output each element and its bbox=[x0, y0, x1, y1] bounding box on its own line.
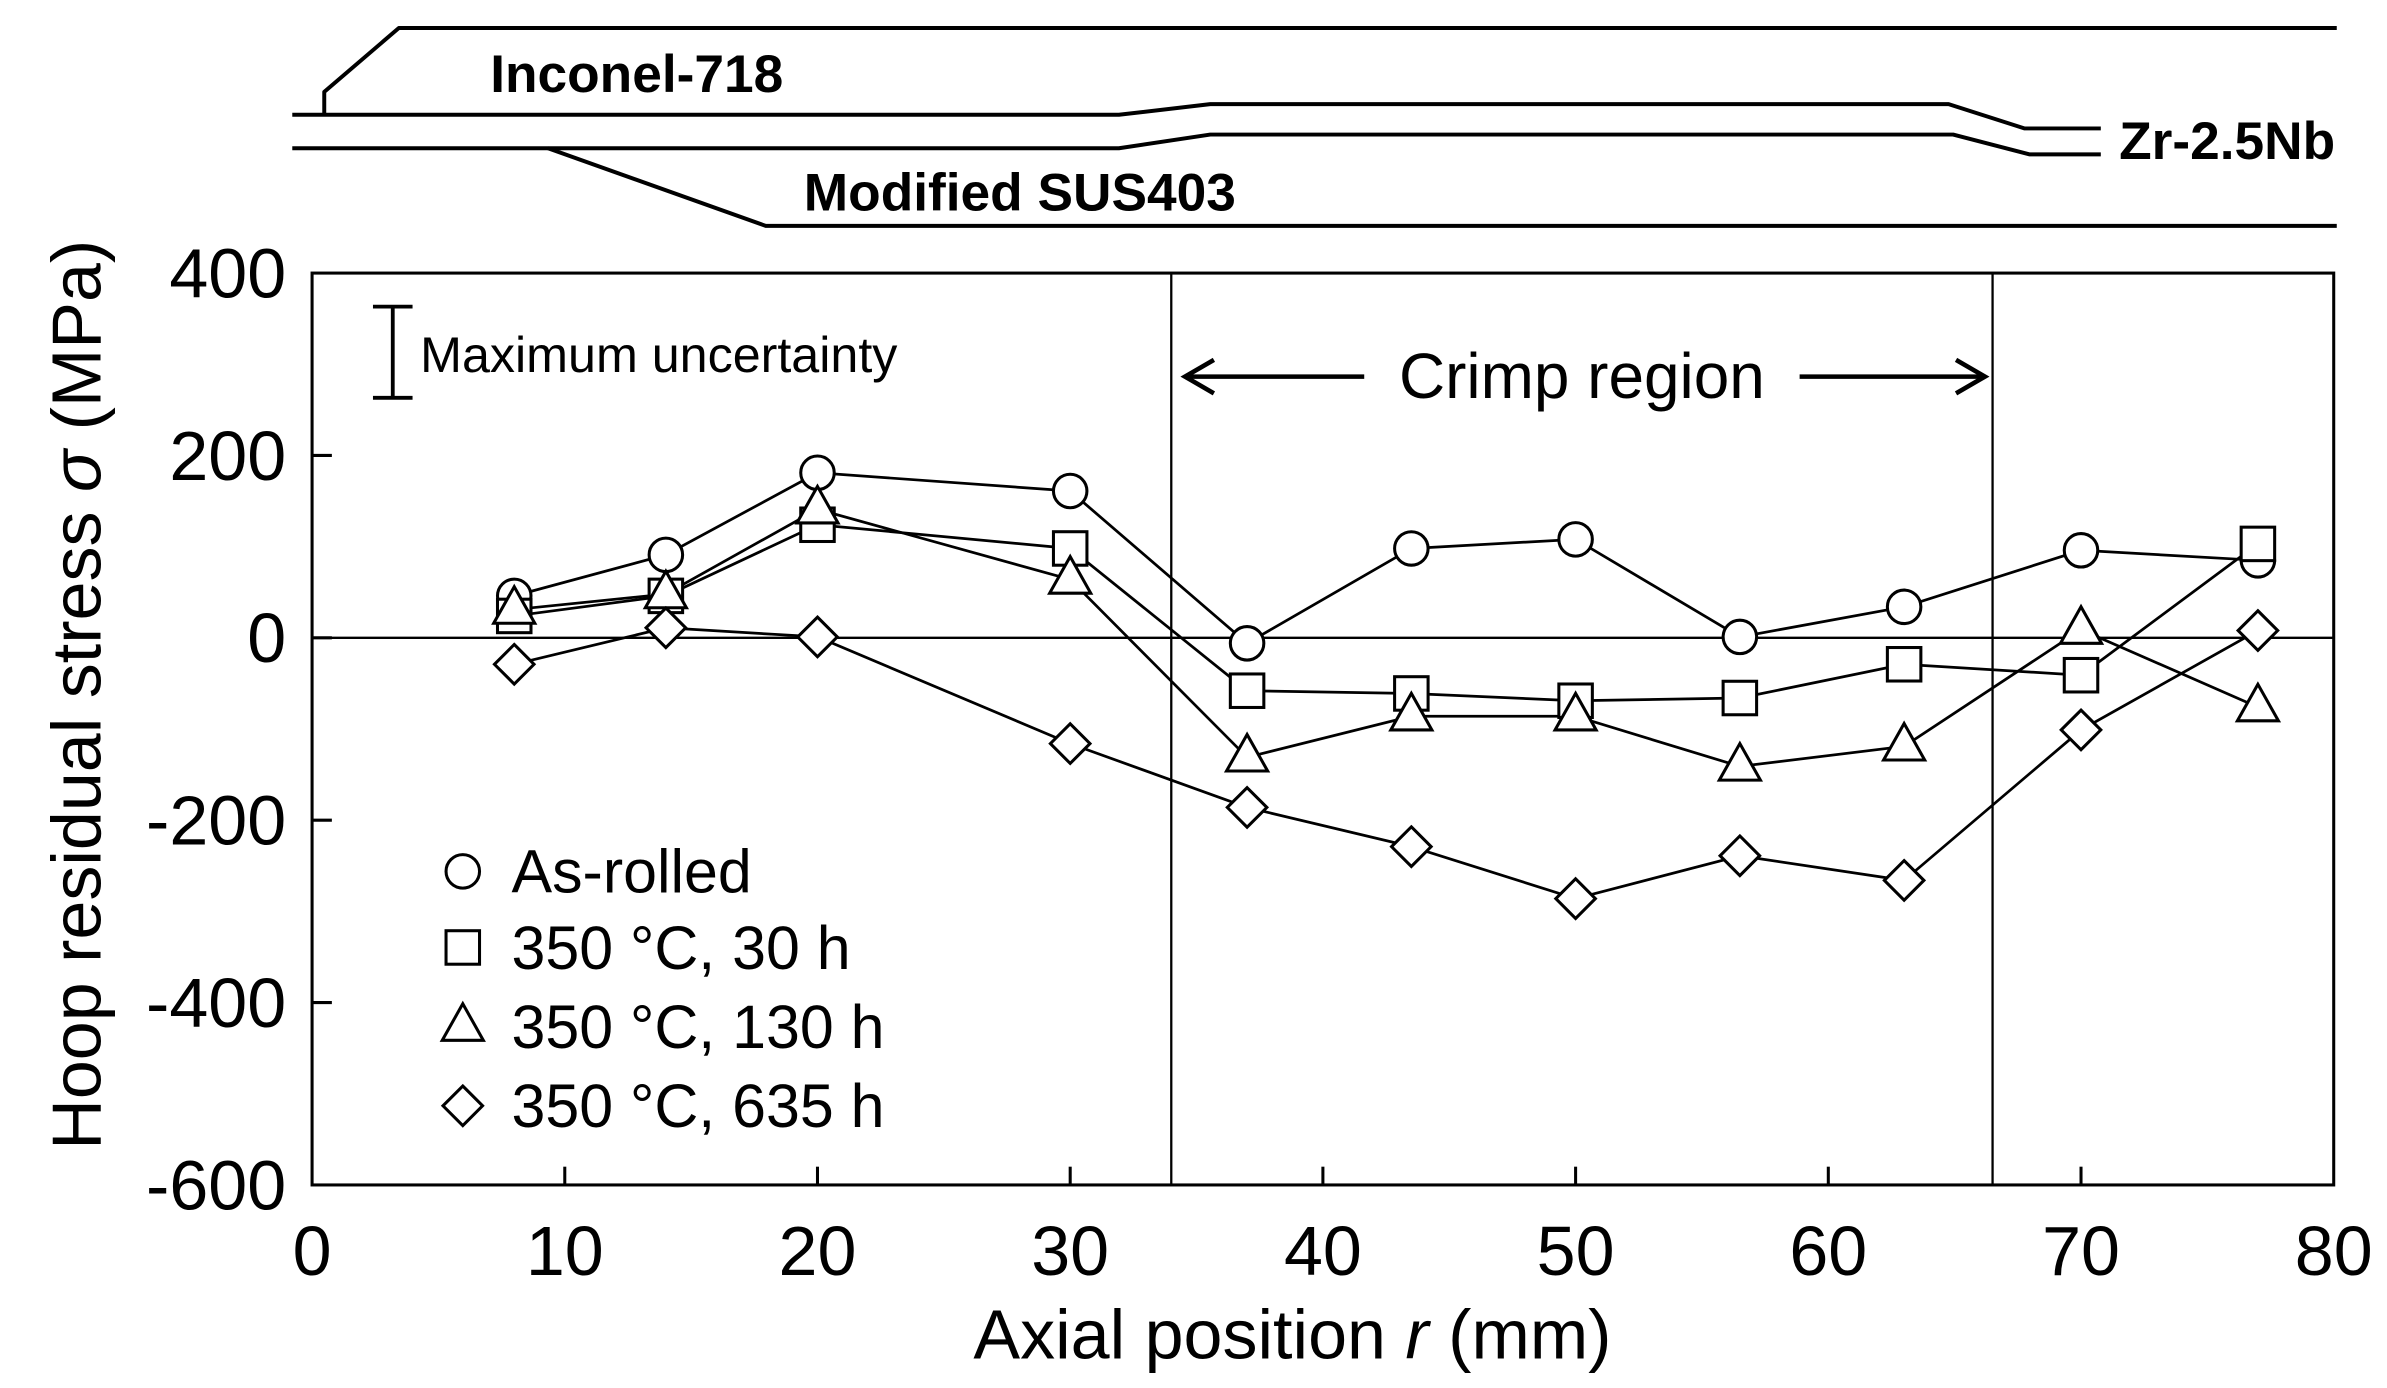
marker-350-c-635-h-x8 bbox=[492, 642, 537, 687]
crimp-arrow-left-head bbox=[1180, 357, 1216, 396]
legend-marker-as-rolled bbox=[444, 853, 482, 890]
inconel-label: Inconel-718 bbox=[490, 45, 783, 104]
marker-350-c-635-h-x63 bbox=[1882, 858, 1927, 903]
legend-marker-350-c-130-h bbox=[439, 1000, 486, 1042]
series-line-350-c-30-h bbox=[514, 523, 2259, 703]
crimp-region-label: Crimp region bbox=[1399, 340, 1765, 412]
inconel-outer-contour bbox=[322, 26, 2337, 115]
marker-350-c-30-h-x77 bbox=[2239, 525, 2277, 563]
x-tick-label-80: 80 bbox=[2295, 1212, 2373, 1290]
y-tick-label-200: 200 bbox=[169, 417, 286, 495]
x-tick-label-20: 20 bbox=[779, 1212, 857, 1290]
legend-marker-350-c-30-h bbox=[444, 929, 482, 966]
marker-350-c-635-h-x50 bbox=[1553, 876, 1598, 921]
marker-350-c-130-h-x70 bbox=[2057, 603, 2105, 645]
marker-350-c-130-h-x56-5 bbox=[1716, 740, 1764, 782]
x-tick-label-30: 30 bbox=[1031, 1212, 1109, 1290]
x-axis-variable: r bbox=[1405, 1295, 1431, 1373]
chart: 0 10 20 30 40 50 60 70 80 400 200 0 -200 -400 -600 Axi… bbox=[37, 234, 2372, 1373]
marker-350-c-635-h-x43-5 bbox=[1389, 824, 1434, 869]
marker-350-c-635-h-x30 bbox=[1048, 721, 1093, 766]
x-tick-label-40: 40 bbox=[1284, 1212, 1362, 1290]
legend-marker-350-c-635-h bbox=[440, 1083, 485, 1128]
marker-350-c-130-h-x63 bbox=[1880, 720, 1928, 762]
marker-as-rolled-x50 bbox=[1557, 521, 1594, 558]
marker-350-c-635-h-x56-5 bbox=[1717, 833, 1762, 878]
marker-as-rolled-x43-5 bbox=[1393, 530, 1430, 567]
y-tick-label-minus-400: -400 bbox=[146, 964, 286, 1042]
x-tick-label-70: 70 bbox=[2042, 1212, 2120, 1290]
marker-350-c-130-h-x50 bbox=[1552, 690, 1599, 732]
tube-schematic: Inconel-718 Zr-2.5Nb Modified SUS403 bbox=[292, 26, 2337, 228]
marker-as-rolled-x70 bbox=[2062, 532, 2100, 569]
marker-350-c-30-h-x70 bbox=[2062, 656, 2100, 694]
x-axis-unit: (mm) bbox=[1429, 1295, 1612, 1373]
x-axis-label: Axial position r (mm) bbox=[973, 1295, 1611, 1373]
legend-label-350c-30h: 350 °C, 30 h bbox=[511, 914, 850, 982]
marker-350-c-30-h-x63 bbox=[1885, 646, 1923, 683]
x-tick-label-50: 50 bbox=[1537, 1212, 1615, 1290]
marker-350-c-130-h-x77 bbox=[2234, 681, 2282, 723]
series-lines bbox=[513, 471, 2259, 901]
max-uncertainty-annotation: Maximum uncertainty bbox=[372, 304, 898, 400]
axis-tick-labels: 0 10 20 30 40 50 60 70 80 400 200 0 -200 -400 -600 bbox=[146, 234, 2373, 1289]
marker-350-c-130-h-x20 bbox=[794, 483, 841, 525]
y-axis-unit: (MPa) bbox=[37, 240, 115, 450]
x-tick-label-10: 10 bbox=[526, 1212, 604, 1290]
zr-tube-upper-contour bbox=[292, 102, 2101, 131]
marker-350-c-635-h-x77 bbox=[2235, 608, 2280, 653]
series-line-350-c-635-h bbox=[513, 626, 2259, 901]
marker-as-rolled-x30 bbox=[1051, 472, 1089, 510]
sus403-label: Modified SUS403 bbox=[804, 164, 1236, 223]
marker-350-c-130-h-x30 bbox=[1047, 553, 1094, 595]
y-axis-label-text: Hoop residual stress bbox=[37, 492, 115, 1150]
max-uncertainty-label: Maximum uncertainty bbox=[420, 327, 898, 383]
axis-ticks bbox=[312, 453, 2083, 1185]
y-tick-label-minus-200: -200 bbox=[146, 782, 286, 860]
marker-350-c-635-h-x20 bbox=[795, 614, 840, 659]
y-axis-variable: σ bbox=[37, 447, 115, 492]
y-axis-label: Hoop residual stress σ (MPa) bbox=[37, 240, 115, 1150]
crimp-arrow-right-head bbox=[1954, 357, 1990, 396]
marker-350-c-130-h-x37 bbox=[1223, 731, 1271, 773]
marker-350-c-30-h-x56-5 bbox=[1721, 679, 1759, 717]
marker-350-c-30-h-x37 bbox=[1228, 672, 1266, 709]
sus403-contour bbox=[547, 146, 2337, 228]
series-markers bbox=[491, 454, 2282, 921]
marker-350-c-130-h-x43-5 bbox=[1388, 690, 1435, 732]
marker-350-c-130-h-x8 bbox=[491, 583, 538, 625]
y-tick-label-minus-600: -600 bbox=[146, 1146, 286, 1224]
legend-label-as-rolled: As-rolled bbox=[511, 838, 751, 906]
series-line-as-rolled bbox=[513, 471, 2258, 645]
marker-as-rolled-x56-5 bbox=[1721, 618, 1759, 656]
marker-350-c-635-h-x70 bbox=[2059, 707, 2103, 752]
legend-label-350c-635h: 350 °C, 635 h bbox=[511, 1072, 884, 1140]
zr-label: Zr-2.5Nb bbox=[2119, 112, 2335, 171]
x-tick-label-60: 60 bbox=[1789, 1212, 1867, 1290]
x-tick-label-0: 0 bbox=[293, 1212, 332, 1290]
crimp-region-annotation: Crimp region bbox=[1180, 340, 1990, 412]
marker-as-rolled-x14 bbox=[647, 536, 685, 574]
reference-lines bbox=[312, 273, 2334, 1185]
marker-as-rolled-x63 bbox=[1885, 588, 1923, 626]
y-tick-label-400: 400 bbox=[169, 234, 286, 312]
y-tick-label-0: 0 bbox=[247, 599, 286, 677]
marker-350-c-635-h-x14 bbox=[643, 605, 688, 650]
legend-markers bbox=[439, 853, 486, 1128]
legend-label-350c-130h: 350 °C, 130 h bbox=[511, 993, 884, 1061]
marker-350-c-635-h-x37 bbox=[1225, 785, 1270, 830]
x-axis-label-text: Axial position bbox=[973, 1295, 1405, 1373]
zr-tube-lower-contour bbox=[292, 132, 2101, 157]
marker-as-rolled-x37 bbox=[1228, 625, 1266, 662]
legend: As-rolled 350 °C, 30 h 350 °C, 130 h 350… bbox=[439, 838, 884, 1140]
